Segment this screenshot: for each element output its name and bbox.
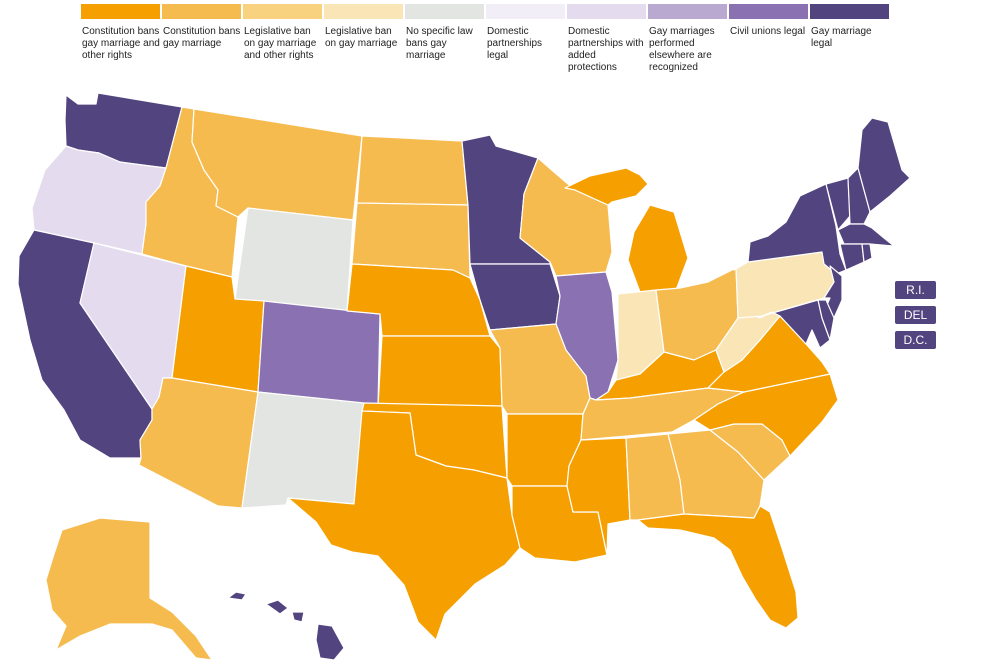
legend-swatch <box>810 4 889 19</box>
state-new-hampshire[interactable] <box>847 167 871 225</box>
state-rhode-island[interactable] <box>861 243 873 263</box>
state-kansas[interactable] <box>377 335 503 407</box>
state-wyoming[interactable] <box>234 207 354 312</box>
state-north-carolina[interactable] <box>693 373 839 457</box>
legend-swatch <box>324 4 403 19</box>
legend-item-legislative-ban-all: Legislative ban on gay marriage and othe… <box>243 4 322 62</box>
state-michigan[interactable] <box>564 167 689 293</box>
state-texas[interactable] <box>287 410 521 641</box>
legend-item-domestic-partnerships-plus: Domestic partnerships with added protect… <box>567 4 646 74</box>
state-north-dakota[interactable] <box>356 135 469 206</box>
legend-label: Legislative ban on gay marriage <box>325 26 398 49</box>
legend-item-constitution-bans: Constitution bans gay marriage <box>162 4 241 50</box>
state-hawaii[interactable] <box>227 591 345 661</box>
state-alaska[interactable] <box>45 517 213 661</box>
states-layer <box>17 92 911 661</box>
legend-swatch <box>567 4 646 19</box>
legend-label: Constitution bans gay marriage and other… <box>82 26 160 61</box>
state-maine[interactable] <box>857 117 911 213</box>
state-florida[interactable] <box>637 505 799 629</box>
legend-label: Domestic partnerships legal <box>487 26 543 61</box>
state-delaware[interactable] <box>817 299 835 341</box>
legend-item-constitution-bans-all: Constitution bans gay marriage and other… <box>81 4 160 62</box>
legend-label: No specific law bans gay marriage <box>406 26 473 61</box>
legend-swatch <box>729 4 808 19</box>
legend-label: Legislative ban on gay marriage and othe… <box>244 26 317 61</box>
legend-item-marriages-recognized: Gay marriages performed elsewhere are re… <box>648 4 727 74</box>
legend-swatch <box>162 4 241 19</box>
legend-item-gay-marriage: Gay marriage legal <box>810 4 889 50</box>
legend-swatch <box>486 4 565 19</box>
state-massachusetts[interactable] <box>837 223 895 247</box>
legend-item-domestic-partnerships: Domestic partnerships legal <box>486 4 565 62</box>
legend-item-no-specific-law: No specific law bans gay marriage <box>405 4 484 62</box>
legend-swatch <box>81 4 160 19</box>
legend-swatch <box>648 4 727 19</box>
legend-label: Civil unions legal <box>730 26 806 37</box>
state-montana[interactable] <box>191 108 363 221</box>
legend-swatch <box>405 4 484 19</box>
legend: Constitution bans gay marriage and other… <box>81 4 891 84</box>
state-colorado[interactable] <box>257 300 381 407</box>
badge-dc[interactable]: D.C. <box>895 331 936 349</box>
legend-item-legislative-ban: Legislative ban on gay marriage <box>324 4 403 50</box>
badge-del[interactable]: DEL <box>895 306 936 324</box>
legend-label: Gay marriage legal <box>811 26 872 49</box>
state-new-york[interactable] <box>747 183 847 275</box>
legend-label: Constitution bans gay marriage <box>163 26 241 49</box>
legend-swatch <box>243 4 322 19</box>
legend-label: Gay marriages performed elsewhere are re… <box>649 26 715 73</box>
legend-item-civil-unions: Civil unions legal <box>729 4 808 38</box>
state-new-mexico[interactable] <box>241 391 365 509</box>
badge-ri[interactable]: R.I. <box>895 281 936 299</box>
legend-label: Domestic partnerships with added protect… <box>568 26 644 73</box>
